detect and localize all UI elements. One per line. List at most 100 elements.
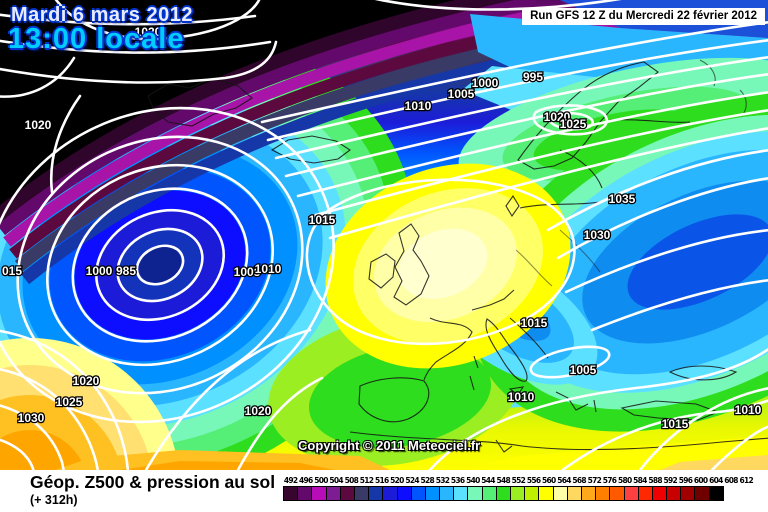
legend-swatch (595, 486, 611, 501)
pressure-label: 1030 (18, 411, 45, 425)
pressure-label: 1030 (584, 228, 611, 242)
legend-value: 512 (359, 476, 374, 485)
map-time: 13:00 locale (8, 23, 185, 55)
legend-swatch (524, 486, 540, 501)
legend-swatch (552, 486, 568, 501)
legend-swatch (283, 486, 299, 501)
legend-value: 532 (435, 476, 450, 485)
legend-swatch (651, 486, 668, 501)
legend-swatch (495, 486, 511, 501)
legend-value: 540 (466, 476, 480, 485)
legend-value: 492 (283, 476, 298, 485)
legend-swatch (637, 486, 653, 501)
parameter-title: Géop. Z500 & pression au sol (30, 472, 276, 492)
legend-value: 612 (739, 476, 753, 485)
legend-value: 548 (496, 476, 510, 485)
legend-swatch (708, 486, 724, 501)
uk-ridge (325, 163, 571, 369)
legend-swatch (353, 486, 370, 501)
model-run-info: Run GFS 12 Z du Mercredi 22 février 2012 (522, 8, 765, 25)
legend-swatch (666, 486, 682, 501)
legend-value: 564 (557, 476, 571, 485)
legend-swatches (283, 486, 755, 501)
legend-swatch (510, 486, 526, 501)
legend-swatch (439, 486, 455, 501)
pressure-label: 1000 (86, 264, 113, 278)
legend-value: 584 (633, 476, 647, 485)
legend-value: 600 (693, 476, 708, 485)
legend-swatch (453, 486, 469, 501)
color-scale-legend: 492 496 500 504 508 512 516 520 524 528 532 536 540 5… (283, 476, 755, 501)
pressure-label: 1015 (309, 213, 336, 227)
legend-value: 608 (724, 476, 738, 485)
forecast-hour: (+ 312h) (30, 493, 78, 507)
legend-value: 588 (648, 476, 662, 485)
legend-value: 496 (299, 476, 313, 485)
pressure-label: 1005 (448, 87, 475, 101)
pressure-label: 1015 (521, 316, 548, 330)
coastlines (147, 59, 768, 453)
legend-swatch (623, 486, 639, 501)
legend-value: 500 (314, 476, 328, 485)
legend-swatch (396, 486, 412, 501)
legend-value: 576 (602, 476, 617, 485)
legend-value: 560 (542, 476, 556, 485)
legend-swatch (694, 486, 710, 501)
legend-value: 572 (587, 476, 602, 485)
pressure-label: 985 (116, 264, 136, 278)
southwest-high-rings (0, 338, 390, 470)
legend-value: 508 (344, 476, 359, 485)
pressure-label: 1020 (25, 118, 52, 132)
legend-value: 520 (390, 476, 404, 485)
legend-swatch (339, 486, 355, 501)
pressure-label: 1010 (255, 262, 282, 276)
pressure-label: 1020 (544, 110, 571, 124)
legend-value: 580 (617, 476, 632, 485)
legend-swatch (609, 486, 625, 501)
pressure-label: 1010 (735, 403, 762, 417)
legend-swatch (467, 486, 483, 501)
pressure-label: 1005 (570, 363, 597, 377)
legend-swatch (325, 486, 341, 501)
legend-values: 492 496 500 504 508 512 516 520 524 528 532 536 540 5… (283, 476, 755, 485)
pressure-label: 1020 (73, 374, 100, 388)
pressure-label: 1020 (245, 404, 272, 418)
legend-swatch (538, 486, 554, 501)
legend-value: 592 (663, 476, 678, 485)
pressure-label: 015 (2, 264, 22, 278)
pressure-label: 1025 (56, 395, 83, 409)
legend-swatch (580, 486, 597, 501)
legend-value: 556 (526, 476, 541, 485)
legend-value: 596 (678, 476, 693, 485)
legend-swatch (311, 486, 327, 501)
pressure-label: 1005 (234, 265, 261, 279)
pressure-label: 1010 (508, 390, 535, 404)
legend-swatch (382, 486, 398, 501)
legend-swatch (410, 486, 426, 501)
legend-value: 552 (511, 476, 526, 485)
legend-swatch (368, 486, 384, 501)
legend-swatch (297, 486, 313, 501)
pressure-label: 1035 (609, 192, 636, 206)
copyright-text: Copyright © 2011 Meteociel.fr (298, 438, 481, 453)
legend-value: 536 (450, 476, 465, 485)
pressure-label: 1025 (560, 117, 587, 131)
weather-map: 1020 1020 015 1000 985 1010 1005 1000 995 1015 102… (0, 0, 768, 470)
legend-value: 544 (481, 476, 495, 485)
map-date: Mardi 6 mars 2012 (11, 4, 193, 26)
pressure-label: 1015 (662, 417, 689, 431)
legend-swatch (481, 486, 497, 501)
legend-bar: Géop. Z500 & pression au sol (+ 312h) 49… (0, 470, 768, 512)
isobars (0, 0, 768, 470)
legend-value: 528 (420, 476, 435, 485)
legend-swatch (566, 486, 582, 501)
legend-swatch (424, 486, 441, 501)
pressure-label: 1010 (405, 99, 432, 113)
legend-value: 504 (329, 476, 343, 485)
legend-value: 568 (572, 476, 586, 485)
legend-swatch (680, 486, 696, 501)
pressure-label: 1020 (135, 25, 162, 39)
legend-value: 604 (709, 476, 723, 485)
